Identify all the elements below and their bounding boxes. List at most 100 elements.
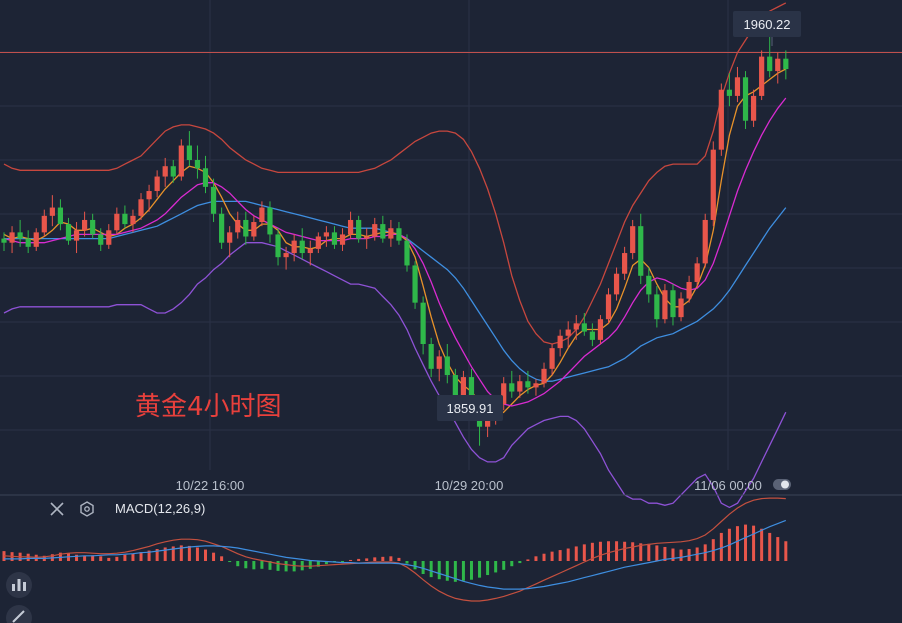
candle-body bbox=[662, 290, 668, 320]
macd-histogram-bar bbox=[276, 561, 280, 571]
macd-histogram-bar bbox=[671, 548, 675, 561]
candle-body bbox=[436, 356, 442, 369]
candle-body bbox=[347, 219, 354, 235]
candle-body bbox=[630, 226, 636, 254]
candle-body bbox=[65, 224, 72, 241]
candle-body bbox=[33, 232, 39, 247]
macd-histogram-bar bbox=[268, 561, 272, 570]
candle-body bbox=[41, 215, 47, 233]
candle-body bbox=[670, 290, 676, 318]
candle-body bbox=[420, 302, 426, 345]
macd-histogram-bar bbox=[486, 561, 490, 576]
candle-body bbox=[291, 240, 297, 254]
macd-histogram-bar bbox=[349, 559, 353, 561]
macd-histogram-bar bbox=[469, 561, 473, 580]
macd-histogram-bar bbox=[397, 557, 401, 561]
macd-histogram-bar bbox=[494, 561, 498, 573]
candle-body bbox=[726, 89, 732, 96]
macd-histogram-bar bbox=[163, 547, 167, 561]
candle-body bbox=[339, 234, 346, 245]
high-label-box bbox=[733, 11, 801, 37]
macd-histogram-bar bbox=[316, 561, 320, 567]
macd-histogram-bar bbox=[760, 528, 764, 561]
candle-body bbox=[98, 234, 104, 245]
indicator-tool-icon[interactable] bbox=[6, 572, 32, 598]
macd-histogram-bar bbox=[679, 549, 683, 561]
macd-histogram-bar bbox=[171, 546, 175, 561]
macd-panel bbox=[2, 497, 788, 602]
candle-body bbox=[549, 348, 555, 369]
macd-histogram-bar bbox=[413, 561, 417, 570]
candle-body bbox=[718, 89, 724, 150]
toggle-icon[interactable] bbox=[773, 479, 791, 490]
candle-body bbox=[9, 232, 15, 243]
candle-body bbox=[372, 224, 378, 237]
candle-body bbox=[219, 213, 225, 243]
macd-histogram-bar bbox=[260, 561, 264, 569]
macd-histogram-bar bbox=[768, 532, 772, 561]
candle-body bbox=[589, 331, 595, 340]
candle-body bbox=[565, 329, 571, 336]
macd-label: MACD(12,26,9) bbox=[115, 501, 205, 516]
candle-body bbox=[243, 219, 249, 237]
candle-body bbox=[541, 368, 547, 384]
candle-body bbox=[750, 95, 757, 121]
candle-body bbox=[73, 230, 80, 241]
candle-body bbox=[194, 160, 201, 169]
macd-histogram-bar bbox=[228, 561, 232, 563]
candle-body bbox=[146, 191, 152, 200]
candle-body bbox=[573, 323, 579, 330]
candle-body bbox=[227, 232, 233, 243]
macd-dea-line bbox=[4, 519, 787, 590]
low-label: 1859.91 bbox=[447, 401, 494, 416]
macd-histogram-bar bbox=[389, 556, 393, 561]
candle-body bbox=[154, 176, 160, 192]
macd-histogram-bar bbox=[123, 554, 127, 561]
macd-histogram-bar bbox=[131, 553, 135, 561]
macd-histogram-bar bbox=[784, 541, 788, 561]
macd-histogram-bar bbox=[220, 556, 224, 561]
macd-histogram-bar bbox=[631, 542, 635, 561]
macd-histogram-bar bbox=[187, 545, 191, 561]
candle-body bbox=[259, 207, 265, 223]
macd-histogram-bar bbox=[421, 561, 425, 574]
macd-histogram-bar bbox=[365, 558, 369, 561]
close-icon[interactable] bbox=[50, 502, 64, 516]
macd-histogram-bar bbox=[566, 548, 570, 561]
candle-body bbox=[759, 56, 765, 96]
candle-body bbox=[380, 224, 386, 239]
macd-histogram-bar bbox=[526, 559, 530, 561]
macd-histogram-bar bbox=[373, 557, 377, 561]
candle-body bbox=[557, 335, 563, 349]
candle-body bbox=[178, 145, 184, 177]
bollinger-lower-line bbox=[3, 242, 787, 509]
candle-body bbox=[533, 383, 539, 388]
settings-icon[interactable] bbox=[80, 501, 94, 517]
candle-body bbox=[444, 356, 450, 376]
candle-body bbox=[25, 238, 31, 247]
macd-histogram-bar bbox=[461, 561, 465, 581]
macd-histogram-bar bbox=[663, 546, 667, 561]
macd-histogram-bar bbox=[139, 552, 143, 561]
candle-body bbox=[517, 381, 523, 392]
candle-body bbox=[106, 230, 112, 245]
x-tick-label: 10/29 20:00 bbox=[435, 478, 504, 493]
candle-body bbox=[186, 145, 192, 160]
macd-histogram-bar bbox=[155, 549, 159, 561]
macd-histogram-bar bbox=[752, 525, 756, 561]
candle-body bbox=[638, 226, 644, 276]
candle-body bbox=[114, 213, 120, 231]
candle-body bbox=[605, 294, 612, 320]
candle-body bbox=[307, 248, 313, 254]
candle-body bbox=[485, 416, 491, 427]
candle-body bbox=[468, 377, 475, 407]
candle-body bbox=[742, 77, 749, 121]
macd-histogram-bar bbox=[558, 550, 562, 561]
high-label: 1960.22 bbox=[744, 17, 791, 32]
candle-body bbox=[299, 240, 305, 254]
macd-histogram-bar bbox=[735, 526, 739, 561]
candle-body bbox=[90, 219, 96, 235]
candle-body bbox=[323, 232, 329, 237]
candle-body bbox=[210, 186, 217, 214]
pencil-icon[interactable] bbox=[6, 605, 32, 623]
